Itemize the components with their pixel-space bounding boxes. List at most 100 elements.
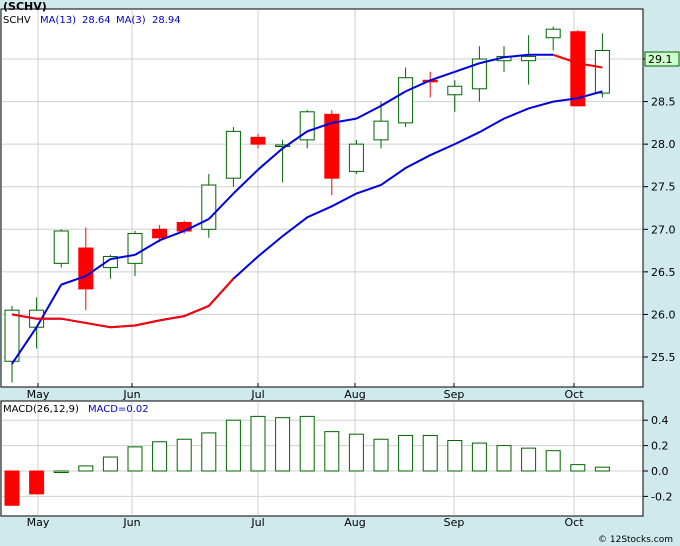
macd-bar [78,465,94,472]
price-legend-ma13-label: MA(13) [40,15,76,26]
ma-short-segment [503,53,529,59]
macd-bar [4,470,20,506]
macd-tick-label: 0.0 [651,465,669,478]
x-axis-label: Aug [344,388,365,401]
last-price-value: 29.1 [648,53,673,66]
macd-x-axis-label: Sep [444,516,465,529]
macd-bar [102,456,118,472]
candle-up [102,256,118,269]
candle-up [4,309,20,362]
ma-short-segment [60,275,87,286]
price-tick-label: 27.5 [651,181,676,194]
candle-up [398,77,414,124]
ma-short-segment [35,284,63,328]
ma-short-segment [429,70,456,82]
ma-short-segment [208,192,235,220]
x-axis-label: Oct [564,388,584,401]
last-price-tag [644,51,680,67]
ma-short-segment [405,79,431,93]
ma-short-segment [159,230,185,242]
macd-legend-label: MACD(26,12,9) [3,404,79,415]
x-axis-label: Sep [444,388,465,401]
macd-x-axis-label: Jul [250,516,264,529]
price-legend-symbol: SCHV [3,15,31,26]
candle-up [373,120,389,141]
macd-x-axis-label: Jun [122,516,140,529]
candle-up [545,28,561,39]
macd-bar [545,450,561,472]
ma-short-segment [331,117,357,124]
macd-bar [422,434,438,472]
candle-down [570,31,586,107]
macd-tick-label: -0.2 [651,490,672,503]
ma-early-segment [159,315,185,322]
ma-short-segment [11,326,38,365]
macd-bars [4,415,610,506]
macd-bar [398,434,414,472]
candle-up [447,85,463,96]
macd-bar [299,415,315,472]
price-tick-label: 28.0 [651,138,676,151]
ma-short-segment [232,168,259,195]
macd-bar [201,432,217,472]
ma-short-segment [110,253,136,261]
price-legend-ma3-label: MA(3) [116,15,146,26]
candle-up [201,184,217,230]
macd-bar [53,470,69,473]
candle-up [53,230,69,264]
x-axis-labels: May May Jun Jun Jul Jul Aug Aug Sep Sep Oct Oct [27,383,584,529]
ma-short-segment [454,62,480,73]
macd-bar [324,431,340,472]
macd-bar [594,466,610,472]
candle-down [250,136,266,145]
price-tick-label: 28.5 [651,96,676,109]
price-gridlines [2,10,642,386]
macd-bar [496,445,512,472]
ma-early-segment [134,319,160,327]
macd-bar [570,464,586,472]
macd-bar [176,438,192,472]
macd-bar [521,447,537,472]
price-legend-ma13-value: 28.64 [82,15,111,26]
ma-short-segment [479,56,505,65]
price-legend-ma3-value: 28.94 [152,15,181,26]
macd-bar [447,440,463,472]
macd-axis: 0.4 0.2 0.0 -0.2 [643,414,672,503]
macd-bar [29,470,45,495]
candle-up [521,55,537,62]
candle-down [152,228,168,239]
macd-tick-label: 0.4 [651,414,669,427]
macd-bar [152,441,168,472]
x-axis-label: Jul [250,388,264,401]
ma-short-segment [577,62,603,69]
ma-short-segment [306,121,333,133]
price-tick-label: 25.5 [651,351,676,364]
ma-short-segment [380,90,407,107]
macd-x-axis-label: Aug [344,516,365,529]
macd-bar [250,415,266,472]
candle-up [127,233,143,264]
chart-title: (SCHV) [3,0,47,13]
ma-early-segment [208,277,235,307]
macd-bar [348,433,364,472]
ma-short-segment [183,218,210,232]
macd-bar [373,438,389,472]
ma-early-segment [11,313,37,320]
ma-short-segment [282,130,308,150]
macd-bar [127,446,143,472]
moving-average-lines [11,53,603,365]
ma-early-segment [183,304,210,318]
price-tick-label: 26.5 [651,266,676,279]
ma-short-segment [85,258,111,277]
ma-short-segment [257,147,284,171]
price-panel [0,8,644,388]
price-tick-label: 26.0 [651,308,676,321]
candle-up [594,49,610,94]
footer-copyright: © 12Stocks.com [598,535,673,545]
candle-up [471,58,487,90]
macd-x-axis-label: Oct [564,516,584,529]
x-axis-label: May [27,388,50,401]
candle-down [78,247,94,290]
macd-legend-value: MACD=0.02 [88,404,149,415]
